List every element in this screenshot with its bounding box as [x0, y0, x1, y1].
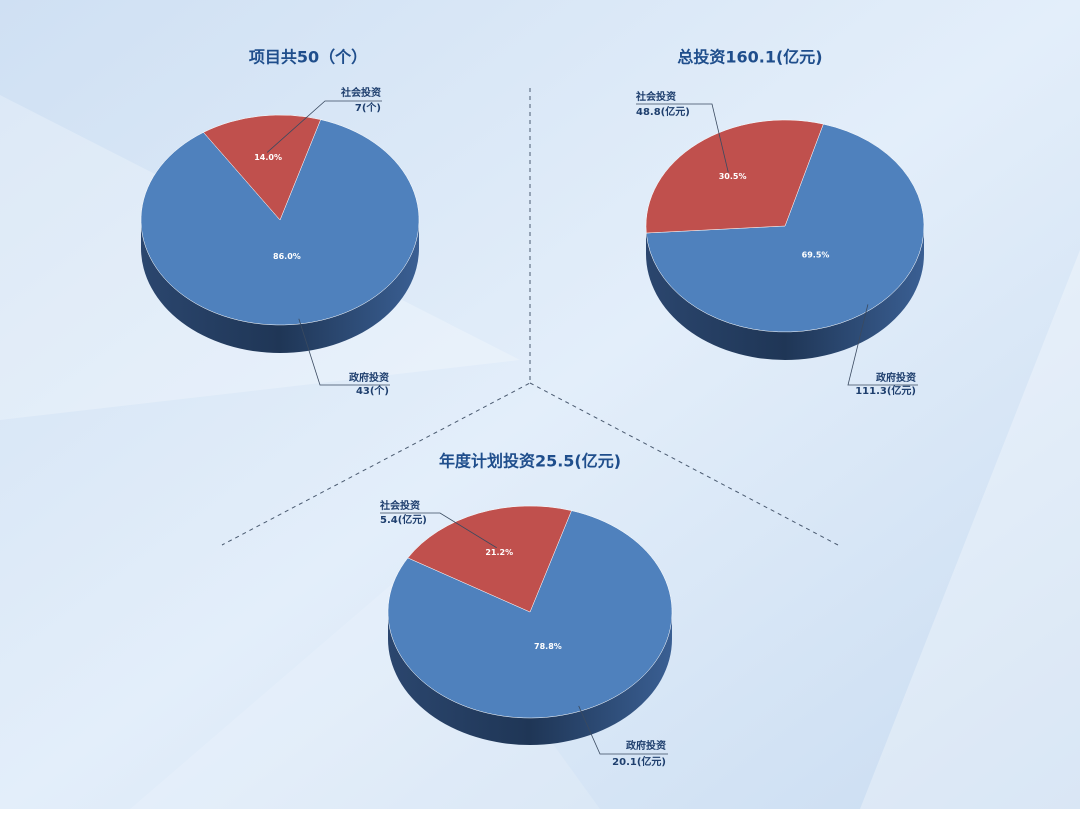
- value-label: 69.5%: [802, 250, 830, 259]
- value-label: 14.0%: [254, 153, 282, 162]
- leader-line: [266, 100, 382, 153]
- leader-line: [578, 705, 668, 755]
- leader-line: [847, 304, 918, 386]
- bg-shape: [130, 560, 600, 809]
- value-label: 21.2%: [485, 548, 513, 557]
- chart-title: 总投资160.1(亿元): [677, 48, 822, 67]
- pie-slice: [646, 123, 925, 333]
- callout-name: 社会投资: [340, 86, 381, 99]
- divider: [221, 88, 531, 546]
- value-label: 86.0%: [273, 252, 301, 261]
- callout-name: 政府投资: [349, 371, 389, 384]
- callout-name: 社会投资: [379, 499, 420, 512]
- chart-title: 项目共50（个）: [249, 48, 367, 67]
- callout-amount: 43(个): [356, 384, 389, 397]
- pie-slice: [645, 119, 824, 234]
- bg-shape: [860, 250, 1080, 809]
- callout-amount: 5.4(亿元): [380, 513, 427, 526]
- pie-slice: [203, 114, 321, 221]
- pie-slice: [407, 505, 572, 613]
- leader-line: [298, 318, 390, 386]
- callout-name: 社会投资: [635, 90, 676, 103]
- value-label: 78.8%: [534, 642, 562, 651]
- charts: 项目共50（个）86.0%政府投资43(个)14.0%社会投资7(个)总投资16…: [140, 48, 925, 768]
- leader-line: [636, 103, 729, 173]
- callout-amount: 20.1(亿元): [612, 755, 666, 768]
- callout-amount: 7(个): [355, 101, 381, 114]
- pie-slice: [140, 119, 420, 326]
- leader-line: [380, 512, 497, 549]
- callout-name: 政府投资: [626, 739, 666, 752]
- pie-side: [141, 220, 419, 353]
- callout-amount: 111.3(亿元): [855, 384, 916, 397]
- chart-title: 年度计划投资25.5(亿元): [439, 452, 621, 471]
- pie-side: [646, 226, 924, 360]
- pie-side: [388, 612, 672, 745]
- callout-amount: 48.8(亿元): [636, 105, 690, 118]
- divider: [529, 382, 839, 546]
- callout-name: 政府投资: [876, 371, 916, 384]
- value-label: 30.5%: [719, 172, 747, 181]
